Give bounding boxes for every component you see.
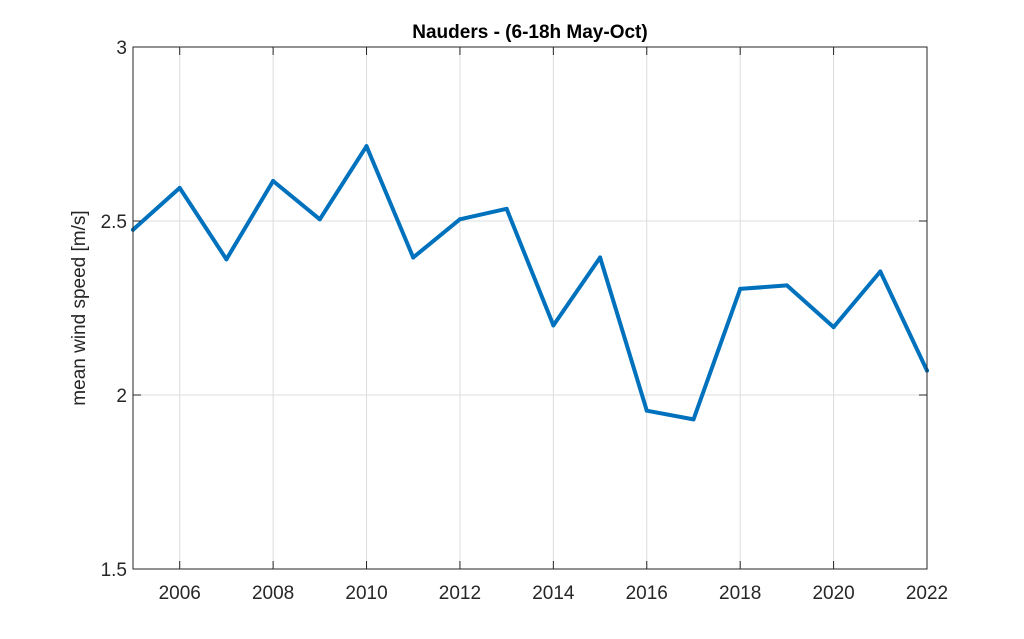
grid-lines xyxy=(133,46,928,570)
y-tick-labels: 1.5 2 2.5 3 xyxy=(101,38,127,581)
data-point xyxy=(784,283,789,288)
series-line xyxy=(131,144,929,422)
data-point xyxy=(364,144,369,149)
x-tick-label: 2018 xyxy=(719,583,761,604)
y-tick-label: 1.5 xyxy=(101,560,127,581)
series-group xyxy=(131,144,929,422)
data-point xyxy=(177,185,182,190)
x-tick-label: 2008 xyxy=(252,583,294,604)
y-tick-label: 2.5 xyxy=(101,212,127,233)
data-point xyxy=(691,417,696,422)
plot-area-frame xyxy=(132,46,928,570)
data-point xyxy=(224,257,229,262)
x-tick-label: 2020 xyxy=(812,583,854,604)
data-point xyxy=(551,323,556,328)
data-point xyxy=(738,286,743,291)
data-point xyxy=(598,255,603,260)
x-tick-label: 2022 xyxy=(906,583,948,604)
data-point xyxy=(878,269,883,274)
data-point xyxy=(317,217,322,222)
x-tick-label: 2006 xyxy=(159,583,201,604)
y-tick-label: 2 xyxy=(116,386,127,407)
data-point xyxy=(271,178,276,183)
data-point xyxy=(411,255,416,260)
data-point xyxy=(644,408,649,413)
data-point xyxy=(831,325,836,330)
y-tick-label: 3 xyxy=(116,38,127,59)
x-tick-label: 2016 xyxy=(626,583,668,604)
x-tick-label: 2012 xyxy=(439,583,481,604)
x-tick-labels: 2006 2008 2010 2012 2014 2016 2018 2020 2022 xyxy=(159,583,949,604)
chart-title: Nauders - (6-18h May-Oct) xyxy=(412,22,647,43)
data-point xyxy=(504,206,509,211)
ticks xyxy=(133,46,928,570)
data-point xyxy=(457,217,462,222)
x-tick-label: 2014 xyxy=(532,583,575,604)
y-axis-label: mean wind speed [m/s] xyxy=(69,210,90,405)
x-tick-label: 2010 xyxy=(345,583,387,604)
